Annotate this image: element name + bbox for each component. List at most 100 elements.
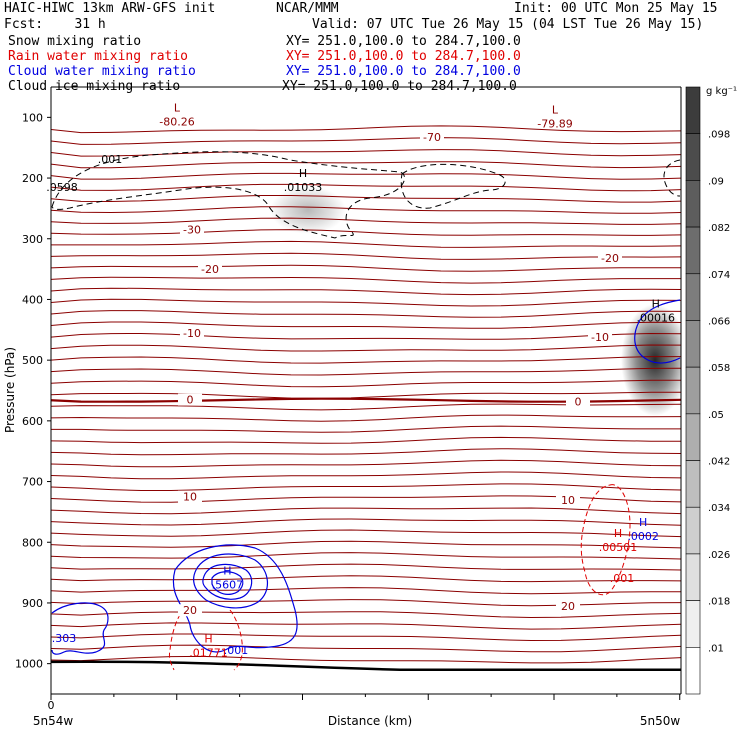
snow-contour-right [663, 159, 681, 197]
colorbar-label: .01 [708, 643, 724, 654]
colorbar-swatch [685, 320, 701, 368]
y-tick-label: 500 [22, 354, 43, 367]
isotherm-line [51, 287, 681, 296]
extrema-labels: L-80.26L-79.89H.01033H.00016H.5607H.0002… [159, 102, 675, 660]
colorbar-swatch [685, 647, 701, 695]
isotherm-line [51, 611, 681, 619]
extremum-value: .5607 [212, 579, 244, 592]
isotherm-line [51, 552, 681, 560]
extremum-value: -80.26 [159, 116, 194, 129]
colorbar-label: .042 [708, 457, 730, 468]
isotherm-line [51, 425, 681, 433]
colorbar-label: .082 [708, 223, 730, 234]
isotherm-label: 20 [561, 600, 575, 613]
isotherm-line [51, 172, 681, 180]
isotherm-label: 20 [183, 604, 197, 617]
extremum-marker: H [639, 516, 647, 529]
y-tick-label: 1000 [15, 658, 43, 671]
isotherm-line [51, 229, 681, 236]
isotherm-line [51, 391, 681, 399]
isotherm-line [51, 587, 681, 595]
isotherm-line [51, 321, 681, 329]
y-tick-label: 800 [22, 536, 43, 549]
x-endpoint-right: 5n50w [640, 714, 681, 728]
y-tick-label: 900 [22, 597, 43, 610]
isotherm-line [51, 575, 681, 583]
isotherm-line [51, 507, 681, 515]
snow-shading-upper [270, 186, 346, 234]
isotherm-line [51, 436, 681, 444]
isotherm-line [51, 518, 681, 526]
isotherm-line [51, 414, 681, 422]
colorbar-unit: g kg⁻¹ [706, 86, 737, 97]
isotherm-line [51, 252, 681, 260]
colorbar-label: .05 [708, 410, 724, 421]
contour-label: .303 [52, 632, 77, 645]
isotherm-line [51, 483, 681, 491]
isotherm-line [51, 183, 681, 192]
isotherm-line [51, 471, 681, 480]
isotherm-line [51, 344, 681, 352]
isotherm-line [51, 529, 681, 538]
extremum-value: -79.89 [537, 117, 572, 130]
colorbar-swatch [685, 86, 701, 134]
isotherm-line [51, 459, 681, 468]
extremum-marker: L [174, 102, 181, 115]
isotherm-line [51, 206, 681, 214]
field-rain-name: Rain water mixing ratio [8, 49, 189, 64]
temperature-contours [51, 125, 681, 671]
isotherm-line [51, 599, 681, 607]
isotherm-line [51, 195, 681, 203]
colorbar-swatch [685, 226, 701, 275]
isotherm-line [51, 332, 681, 340]
snow-contour-mid [400, 163, 506, 209]
extremum-marker: H [614, 527, 622, 540]
snow-contour-upper [51, 151, 405, 239]
contour-label: .0598 [46, 181, 78, 194]
isotherm-line [51, 298, 681, 307]
isotherm-line [51, 622, 681, 630]
field-snow-xy: XY= 251.0,100.0 to 284.7,100.0 [286, 34, 521, 49]
isotherm-line [51, 310, 681, 318]
cloud-water-contours-left [51, 544, 298, 655]
colorbar-swatch [685, 366, 701, 415]
extremum-value: .00501 [599, 541, 638, 554]
isotherm-line [51, 540, 681, 549]
y-tick-label: 700 [22, 476, 43, 489]
isotherm-line [51, 633, 681, 642]
isotherm-line [51, 217, 681, 225]
colorbar-label: .026 [708, 550, 730, 561]
colorbar-swatch [685, 273, 701, 321]
isotherm-label: -30 [183, 224, 201, 237]
colorbar: g kg⁻¹ .098 .09 .082 .074 .066 .058 .05 .042 .03… [685, 86, 737, 695]
colorbar-swatch [685, 133, 701, 181]
contour-label: .001 [610, 572, 635, 585]
isotherm-line [51, 379, 681, 388]
extremum-marker: H [204, 633, 212, 646]
extremum-marker: H [223, 565, 231, 578]
isotherm-label: 10 [183, 491, 197, 504]
x-endpoint-left: 5n54w [33, 714, 74, 728]
header-init: Init: 00 UTC Mon 25 May 15 [514, 1, 718, 16]
colorbar-swatch [685, 553, 701, 601]
extremum-value: .01033 [284, 181, 323, 194]
field-cloudwater-name: Cloud water mixing ratio [8, 64, 196, 79]
contour-label: .001 [98, 153, 123, 166]
field-cloudwater-xy: XY= 251.0,100.0 to 284.7,100.0 [286, 64, 521, 79]
header-title: HAIC-HIWC 13km ARW-GFS init [4, 1, 216, 16]
isotherm-line [51, 264, 681, 272]
colorbar-label: .034 [708, 503, 730, 514]
colorbar-label: .018 [708, 597, 730, 608]
cloud-water-contour-right [634, 299, 681, 364]
isotherm-label: 10 [561, 494, 575, 507]
surface-line [51, 660, 681, 671]
extremum-value: .01771 [189, 647, 228, 660]
extremum-value: .00016 [637, 312, 676, 325]
isotherm-line [51, 356, 681, 364]
colorbar-label: .098 [708, 130, 730, 141]
field-snow-name: Snow mixing ratio [8, 34, 142, 49]
colorbar-label: .074 [708, 270, 730, 281]
y-tick-label: 400 [22, 293, 43, 306]
extremum-value: .0002 [627, 530, 659, 543]
